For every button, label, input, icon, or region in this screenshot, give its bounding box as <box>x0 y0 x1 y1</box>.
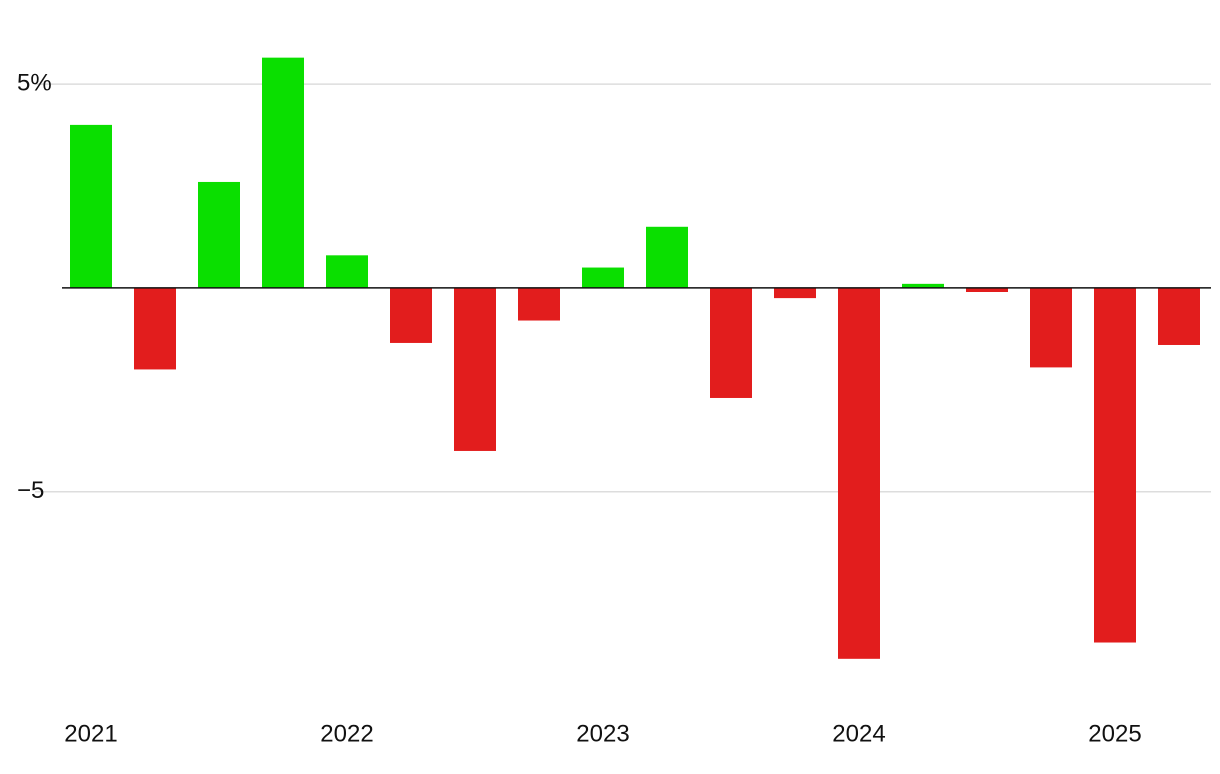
y-tick-label: 5% <box>17 69 52 96</box>
bar <box>262 57 304 288</box>
bar <box>1094 287 1136 643</box>
bar <box>390 287 432 343</box>
bar <box>134 287 176 370</box>
y-tick-label: −5 <box>17 477 44 504</box>
bar <box>1030 287 1072 368</box>
bar <box>1158 287 1200 345</box>
bar <box>518 287 560 321</box>
x-tick-label: 2025 <box>1088 720 1141 747</box>
x-tick-label: 2024 <box>832 720 885 747</box>
bar <box>646 226 688 288</box>
bar <box>70 124 112 288</box>
bar <box>774 287 816 299</box>
bar <box>838 287 880 659</box>
bar <box>582 267 624 288</box>
bar <box>454 287 496 451</box>
bar <box>902 283 944 288</box>
bar <box>326 255 368 288</box>
bar <box>710 287 752 398</box>
x-tick-label: 2022 <box>320 720 373 747</box>
bar <box>966 287 1008 292</box>
x-tick-label: 2023 <box>576 720 629 747</box>
bar <box>198 181 240 288</box>
x-tick-label: 2021 <box>64 720 117 747</box>
